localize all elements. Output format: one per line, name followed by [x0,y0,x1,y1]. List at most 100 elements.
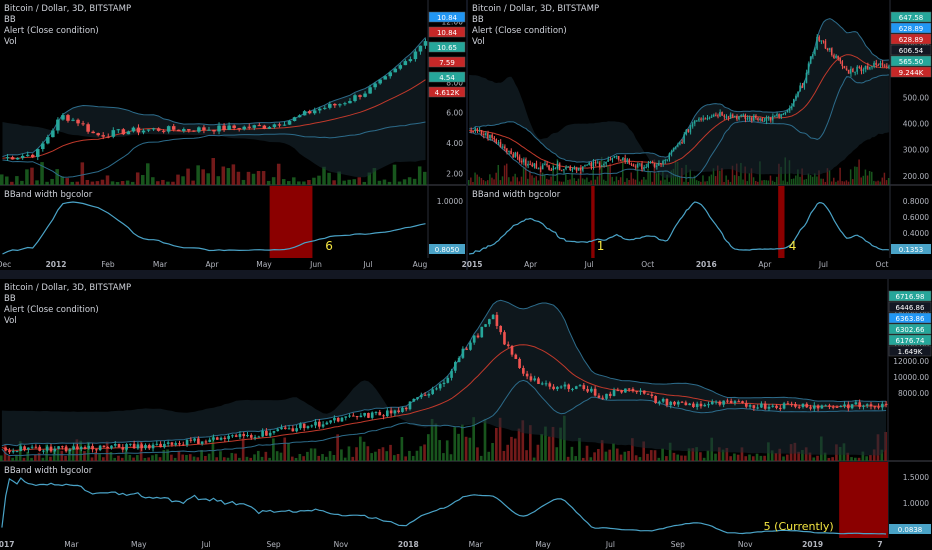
candle-body [34,446,38,448]
width-badge [889,524,931,534]
volume-bar [866,175,869,185]
volume-bar [170,454,173,461]
candle-body [454,362,457,371]
candle-body [869,404,873,407]
volume-bar [683,181,685,185]
candle-body [223,437,227,439]
candle-body [4,447,7,451]
candle-body [19,446,23,451]
candle-body [636,163,639,168]
volume-bar [605,180,607,185]
candle-body [563,169,565,171]
candle-body [144,444,147,449]
time-tick: Nov [334,540,349,549]
candle-body [344,416,348,418]
candle-body [603,163,605,166]
candle-body [559,386,563,388]
candle-body [465,348,468,350]
candle-body [102,445,106,448]
candle-body [446,377,450,383]
volume-bar [307,179,311,185]
candle-body [571,388,574,390]
volume-bar [593,452,596,461]
volume-bar [397,181,402,185]
volume-bar [470,177,472,185]
volume-bar [634,179,637,185]
volume-bar [849,169,852,185]
candle-body [767,117,770,119]
volume-bar [746,181,748,185]
price-badge-label: 628.89 [899,36,924,44]
time-tick: Jul [584,260,594,269]
price-tick: 500.00 [903,94,929,103]
volume-bar [725,175,727,185]
candle-body [287,121,292,125]
volume-bar [604,451,608,461]
candle-body [590,388,593,392]
candle-body [280,427,283,430]
volume-bar [317,455,321,461]
volume-bar [664,179,666,185]
candle-body [497,142,500,144]
time-tick: 2015 [462,260,483,269]
volume-bar [721,168,723,185]
volume-bar [7,455,11,461]
volume-bar [30,457,33,461]
volume-bar [98,454,101,461]
candle-body [247,126,252,128]
candle-body [620,390,623,393]
volume-bar [865,456,868,461]
volume-bar [581,457,585,461]
volume-bar [729,456,732,461]
candle-body [351,415,355,417]
volume-bar [162,450,166,461]
candle-body [765,117,768,121]
volume-bar [408,450,411,461]
candle-body [708,117,711,119]
volume-bar [419,446,423,461]
indicator-label: BB [4,15,16,25]
candle-body [23,446,26,450]
width-badge [429,244,465,254]
candle-body [267,127,272,129]
candle-body [348,100,352,104]
volume-bar [219,451,222,461]
price-badge-label: 628.89 [899,25,924,33]
candle-body [688,403,691,406]
volume-bar [309,448,313,461]
volume-bar [468,437,472,461]
candle-body [328,103,332,108]
volume-bar [215,457,219,461]
candle-body [499,325,503,333]
candle-body [550,169,552,171]
candle-body [769,117,772,121]
candle-body [317,108,322,111]
candle-body [117,443,121,448]
volume-bar [18,441,22,461]
candle-body [215,437,219,440]
candle-body [588,162,590,165]
candle-body [681,142,683,144]
candle-body [291,428,295,432]
candle-body [418,45,423,52]
volume-bar [518,181,521,185]
volume-bar [415,450,419,461]
candle-body [556,386,559,390]
candle-body [277,124,282,126]
candle-body [865,404,869,406]
candle-body [805,72,808,83]
volume-bar [579,171,582,185]
candle-body [879,63,881,65]
price-badge-label: 4.612K [435,89,460,97]
volume-bar [495,427,498,461]
candle-body [416,397,419,399]
candle-body [491,314,495,320]
candle-body [799,85,801,92]
candle-body [736,115,738,120]
volume-bar [628,180,630,185]
candle-body [563,384,567,387]
candle-body [714,114,717,116]
candle-body [584,165,586,167]
volume-bar [594,179,597,185]
volume-bar [186,168,190,185]
